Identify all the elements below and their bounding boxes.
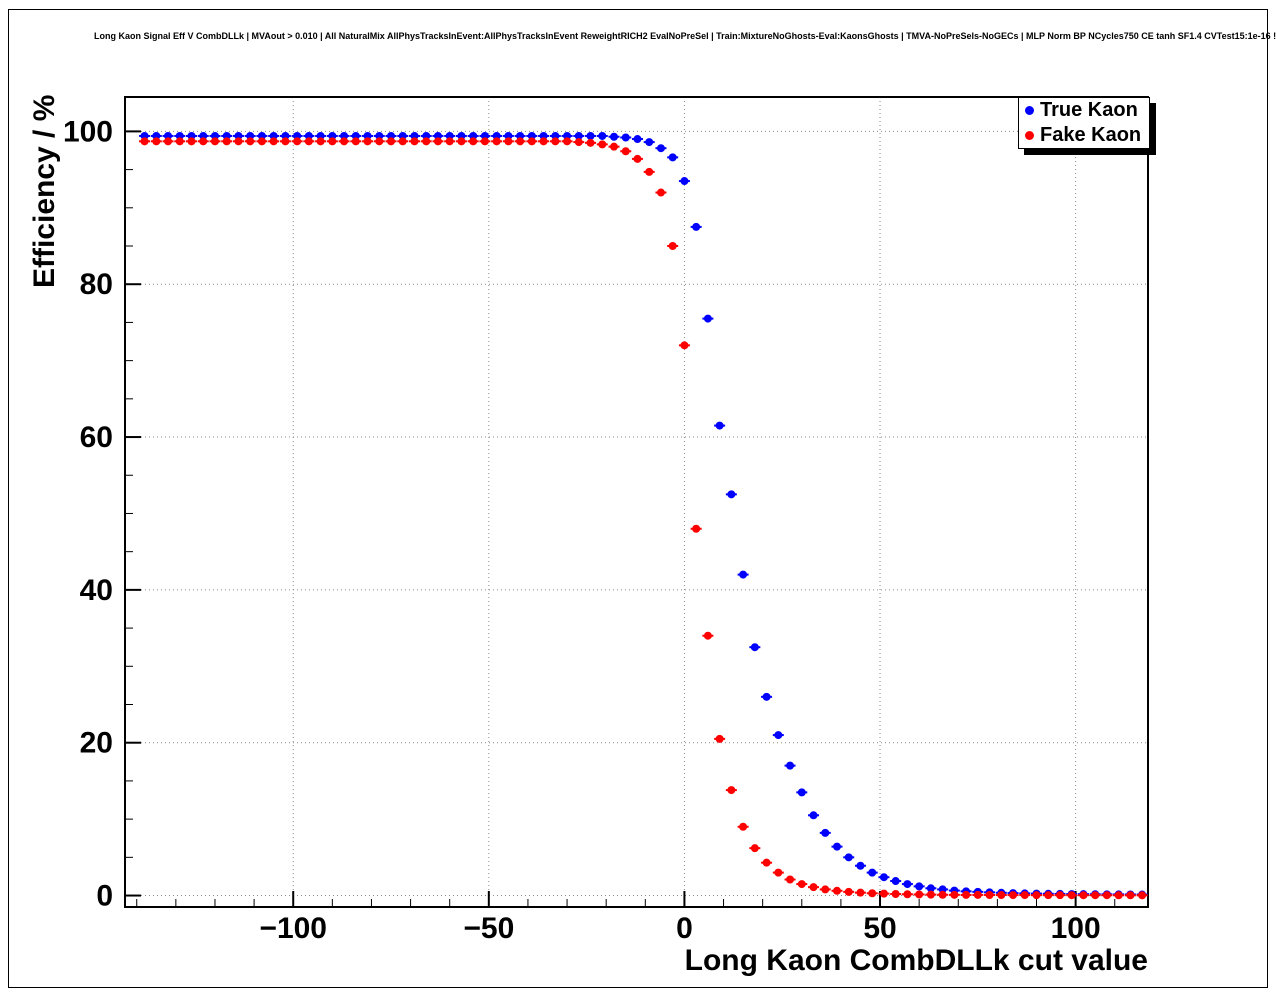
legend: True Kaon Fake Kaon	[1018, 97, 1150, 149]
x-axis-title: Long Kaon CombDLLk cut value	[684, 944, 1148, 977]
x-tick-label: 50	[863, 912, 896, 945]
legend-label: True Kaon	[1040, 99, 1138, 121]
legend-marker-icon	[1025, 131, 1034, 140]
gridlines	[125, 97, 1148, 907]
y-tick-label: 100	[63, 115, 113, 148]
series-true-kaon	[139, 131, 1148, 899]
legend-marker-icon	[1025, 106, 1034, 115]
y-tick-label: 20	[80, 727, 113, 760]
x-tick-label: −50	[463, 912, 514, 945]
x-tick-label: −100	[259, 912, 327, 945]
x-tick-label: 0	[676, 912, 693, 945]
legend-entry: Fake Kaon	[1019, 123, 1149, 148]
y-tick-label: 0	[96, 880, 113, 913]
tick-labels: −100 −50 0 50 100 0 20 40 60 80 100	[63, 115, 1101, 945]
series-fake-kaon	[139, 137, 1148, 900]
axis-ticks	[125, 130, 1116, 907]
plot-frame	[124, 96, 1149, 908]
legend-entry: True Kaon	[1019, 98, 1149, 123]
y-tick-label: 40	[80, 574, 113, 607]
x-tick-label: 100	[1051, 912, 1101, 945]
legend-label: Fake Kaon	[1040, 124, 1142, 146]
y-axis-title: Efficiency / %	[28, 94, 61, 288]
plot-title: Long Kaon Signal Eff V CombDLLk | MVAout…	[94, 31, 1276, 41]
y-tick-label: 60	[80, 421, 113, 454]
y-tick-label: 80	[80, 268, 113, 301]
